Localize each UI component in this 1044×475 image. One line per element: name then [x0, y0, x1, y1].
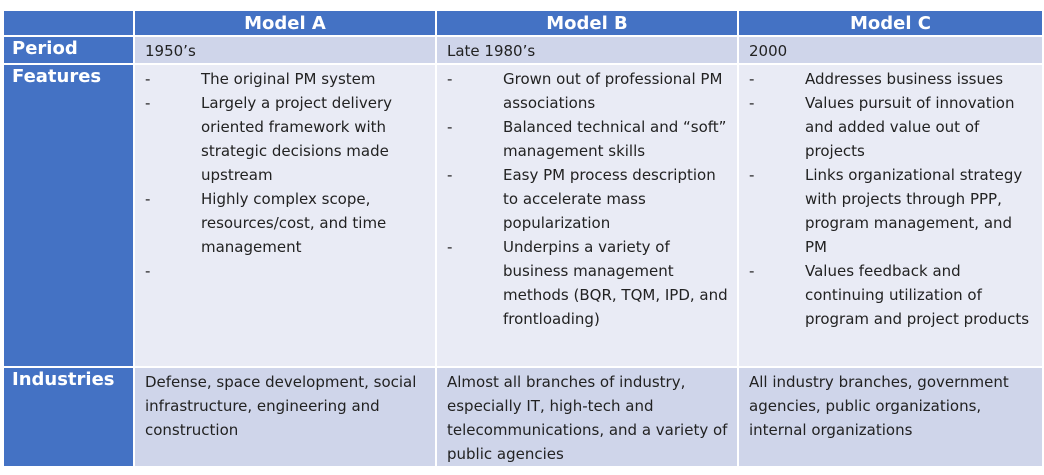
bullet-dash: - [447, 70, 453, 88]
feature-item: - Values feedback and continuing utilizat… [749, 259, 1034, 331]
corner-cell [2, 9, 135, 37]
bullet-dash: - [145, 70, 151, 88]
industries-model-a: Defense, space development, social infra… [133, 366, 437, 468]
bullet-dash: - [749, 94, 755, 112]
bullet-dash: - [145, 190, 151, 208]
feature-item: - Easy PM process description to accelera… [447, 163, 729, 235]
feature-text: Underpins a variety of business manageme… [503, 238, 728, 328]
feature-text: Easy PM process description to accelerat… [503, 166, 716, 232]
period-row: Period 1950’s Late 1980’s 2000 [2, 35, 1044, 65]
bullet-dash: - [145, 262, 151, 280]
features-model-a: - The original PM system - Largely a projec… [133, 63, 437, 368]
bullet-dash: - [749, 166, 755, 184]
features-row: Features - The original PM system - Largely… [2, 63, 1044, 368]
feature-item: - The original PM system [145, 67, 427, 91]
feature-item: - Balanced technical and “soft” managemen… [447, 115, 729, 163]
feature-item: - [145, 259, 427, 283]
bullet-dash: - [447, 118, 453, 136]
feature-item: - Highly complex scope, resources/cost, a… [145, 187, 427, 259]
feature-text: Largely a project delivery oriented fram… [201, 94, 393, 184]
header-row: Model A Model B Model C [2, 9, 1044, 37]
industries-model-b: Almost all branches of industry, especia… [435, 366, 739, 468]
row-label-period: Period [2, 35, 135, 65]
feature-item: - Values pursuit of innovation and added … [749, 91, 1034, 163]
feature-text: Values feedback and continuing utilizati… [805, 262, 1030, 328]
col-header-model-a: Model A [133, 9, 437, 37]
feature-text: Balanced technical and “soft” management… [503, 118, 727, 160]
features-list-model-a: - The original PM system - Largely a projec… [145, 67, 427, 283]
bullet-dash: - [447, 238, 453, 256]
comparison-table: Model A Model B Model C Period 1950’s La… [2, 9, 1044, 468]
feature-item: - Addresses business issues [749, 67, 1034, 91]
period-model-b: Late 1980’s [435, 35, 739, 65]
feature-text: Values pursuit of innovation and added v… [805, 94, 1015, 160]
period-model-a: 1950’s [133, 35, 437, 65]
industries-row: Industries Defense, space development, s… [2, 366, 1044, 468]
features-model-c: - Addresses business issues - Values pursui… [737, 63, 1044, 368]
row-label-industries: Industries [2, 366, 135, 468]
industries-model-c: All industry branches, government agenci… [737, 366, 1044, 468]
col-header-model-c: Model C [737, 9, 1044, 37]
col-header-model-b: Model B [435, 9, 739, 37]
feature-item: - Links organizational strategy with proj… [749, 163, 1034, 259]
row-label-features: Features [2, 63, 135, 368]
feature-text: The original PM system [201, 70, 376, 88]
feature-text: Addresses business issues [805, 70, 1004, 88]
bullet-dash: - [145, 94, 151, 112]
feature-text: Links organizational strategy with proje… [805, 166, 1023, 256]
features-list-model-b: - Grown out of professional PM associatio… [447, 67, 729, 331]
bullet-dash: - [749, 70, 755, 88]
feature-text: Grown out of professional PM association… [503, 70, 723, 112]
feature-item: - Grown out of professional PM associatio… [447, 67, 729, 115]
feature-text: Highly complex scope, resources/cost, an… [201, 190, 387, 256]
feature-item: - Underpins a variety of business managem… [447, 235, 729, 331]
period-model-c: 2000 [737, 35, 1044, 65]
feature-item: - Largely a project delivery oriented fra… [145, 91, 427, 187]
features-model-b: - Grown out of professional PM associatio… [435, 63, 739, 368]
features-list-model-c: - Addresses business issues - Values pursui… [749, 67, 1034, 331]
bullet-dash: - [447, 166, 453, 184]
bullet-dash: - [749, 262, 755, 280]
